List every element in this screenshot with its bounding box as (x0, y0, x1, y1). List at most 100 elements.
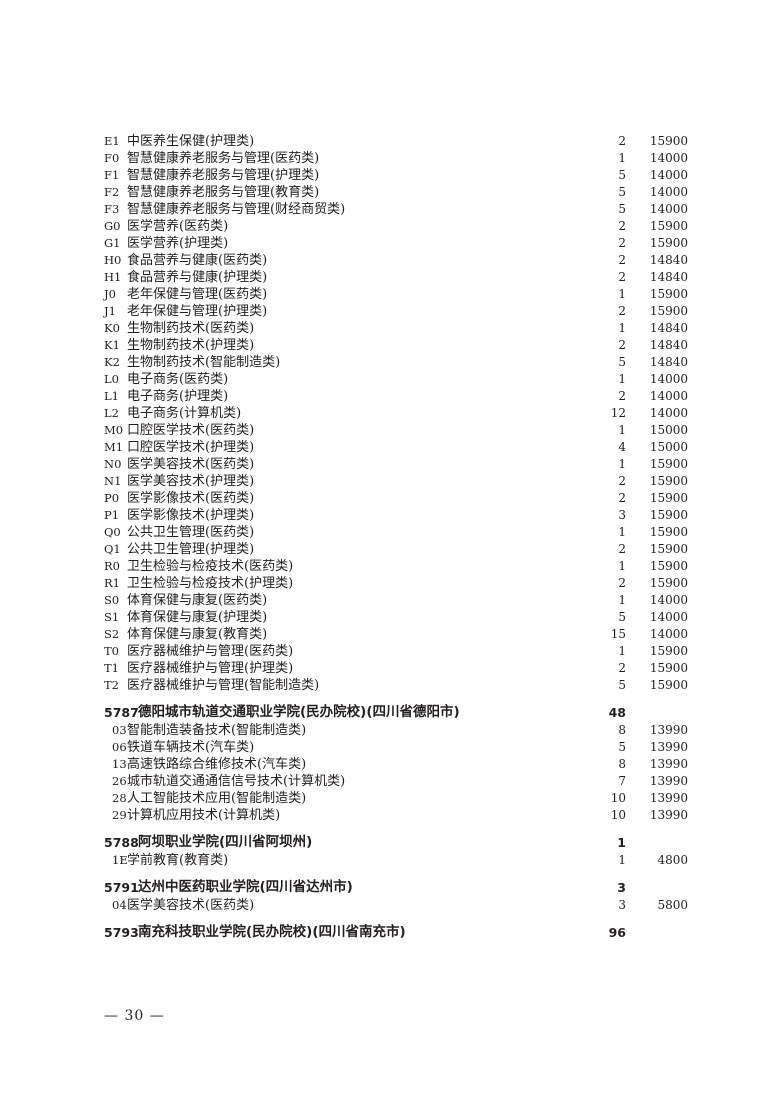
program-code: F1 (104, 168, 120, 182)
program-row: 04 医学美容技术(医药类) 3 5800 (104, 897, 688, 914)
program-row: E1 中医养生保健(护理类) 2 15900 (104, 133, 688, 150)
institution-code: 5788 (104, 835, 139, 850)
program-code: K1 (104, 338, 120, 352)
program-row: K2 生物制药技术(智能制造类) 5 14840 (104, 354, 688, 371)
program-code: 28 (112, 791, 127, 805)
program-code: 03 (112, 723, 127, 737)
program-plan-count: 2 (618, 219, 626, 233)
program-row: S0 体育保健与康复(医药类) 1 14000 (104, 592, 688, 609)
program-tuition-fee: 14840 (649, 321, 688, 335)
program-plan-count: 1 (618, 593, 626, 607)
program-name: 食品营养与健康(医药类) (127, 253, 268, 268)
program-name: 计算机应用技术(计算机类) (127, 808, 281, 823)
program-tuition-fee: 13990 (649, 757, 688, 771)
institution-name: 南充科技职业学院(民办院校)(四川省南充市) (138, 924, 406, 940)
program-tuition-fee: 14000 (649, 610, 688, 624)
program-row: L2 电子商务(计算机类) 12 14000 (104, 405, 688, 422)
program-row: 26 城市轨道交通通信信号技术(计算机类) 7 13990 (104, 773, 688, 790)
program-tuition-fee: 4800 (657, 853, 688, 867)
program-plan-count: 1 (618, 321, 626, 335)
institution-name: 阿坝职业学院(四川省阿坝州) (138, 834, 313, 850)
program-name: 口腔医学技术(护理类) (127, 440, 255, 455)
program-row: 06 铁道车辆技术(汽车类) 5 13990 (104, 739, 688, 756)
program-plan-count: 8 (618, 757, 626, 771)
program-name: 卫生检验与检疫技术(护理类) (127, 576, 294, 591)
program-tuition-fee: 15900 (649, 644, 688, 658)
program-name: 生物制药技术(智能制造类) (127, 355, 281, 370)
program-row: 28 人工智能技术应用(智能制造类) 10 13990 (104, 790, 688, 807)
program-code: 04 (112, 898, 127, 912)
program-code: Q0 (104, 525, 121, 539)
program-tuition-fee: 14840 (649, 270, 688, 284)
program-tuition-fee: 14000 (649, 151, 688, 165)
program-row: K0 生物制药技术(医药类) 1 14840 (104, 320, 688, 337)
program-name: 老年保健与管理(护理类) (127, 304, 268, 319)
program-tuition-fee: 15900 (649, 219, 688, 233)
program-name: 人工智能技术应用(智能制造类) (127, 791, 307, 806)
program-code: L1 (104, 389, 119, 403)
program-row: Q0 公共卫生管理(医药类) 1 15900 (104, 524, 688, 541)
program-name: 城市轨道交通通信信号技术(计算机类) (127, 774, 346, 789)
program-tuition-fee: 15900 (649, 508, 688, 522)
program-row: H1 食品营养与健康(护理类) 2 14840 (104, 269, 688, 286)
program-plan-count: 1 (618, 525, 626, 539)
program-name: 智慧健康养老服务与管理(财经商贸类) (127, 202, 346, 217)
program-plan-count: 2 (618, 542, 626, 556)
program-plan-count: 2 (618, 661, 626, 675)
program-plan-count: 3 (618, 898, 626, 912)
program-name: 生物制药技术(护理类) (127, 338, 255, 353)
institution-header-row: 5791 达州中医药职业学院(四川省达州市) 3 (104, 878, 688, 897)
institution-header-row: 5788 阿坝职业学院(四川省阿坝州) 1 (104, 833, 688, 852)
program-tuition-fee: 13990 (649, 791, 688, 805)
program-plan-count: 2 (618, 576, 626, 590)
program-tuition-fee: 5800 (657, 898, 688, 912)
program-code: M1 (104, 440, 124, 454)
program-code: F3 (104, 202, 120, 216)
institution-header-row: 5787 德阳城市轨道交通职业学院(民办院校)(四川省德阳市) 48 (104, 703, 688, 722)
program-tuition-fee: 15900 (649, 457, 688, 471)
program-row: S2 体育保健与康复(教育类) 15 14000 (104, 626, 688, 643)
program-code: J1 (104, 304, 116, 318)
program-name: 老年保健与管理(医药类) (127, 287, 268, 302)
program-row: Q1 公共卫生管理(护理类) 2 15900 (104, 541, 688, 558)
program-plan-count: 10 (610, 808, 626, 822)
program-name: 医学影像技术(护理类) (127, 508, 255, 523)
program-row: H0 食品营养与健康(医药类) 2 14840 (104, 252, 688, 269)
program-row: J1 老年保健与管理(护理类) 2 15900 (104, 303, 688, 320)
program-row: F2 智慧健康养老服务与管理(教育类) 5 14000 (104, 184, 688, 201)
program-tuition-fee: 15000 (649, 440, 688, 454)
institution-plan-count: 1 (617, 835, 626, 850)
program-tuition-fee: 14000 (649, 202, 688, 216)
program-plan-count: 2 (618, 236, 626, 250)
program-row: 13 高速铁路综合维修技术(汽车类) 8 13990 (104, 756, 688, 773)
program-name: 医学美容技术(医药类) (127, 457, 255, 472)
program-tuition-fee: 13990 (649, 808, 688, 822)
institution-plan-count: 48 (608, 705, 626, 720)
program-tuition-fee: 14000 (649, 389, 688, 403)
program-row: M1 口腔医学技术(护理类) 4 15000 (104, 439, 688, 456)
program-plan-count: 5 (618, 678, 626, 692)
program-name: 中医养生保健(护理类) (127, 134, 255, 149)
institution-code: 5793 (104, 925, 139, 940)
program-row: S1 体育保健与康复(护理类) 5 14000 (104, 609, 688, 626)
program-name: 智慧健康养老服务与管理(护理类) (127, 168, 320, 183)
program-tuition-fee: 15000 (649, 423, 688, 437)
program-tuition-fee: 13990 (649, 774, 688, 788)
program-row: 03 智能制造装备技术(智能制造类) 8 13990 (104, 722, 688, 739)
program-row: P1 医学影像技术(护理类) 3 15900 (104, 507, 688, 524)
program-code: 13 (112, 757, 127, 771)
program-name: 智能制造装备技术(智能制造类) (127, 723, 307, 738)
program-tuition-fee: 14000 (649, 406, 688, 420)
program-name: 卫生检验与检疫技术(医药类) (127, 559, 294, 574)
program-row: N1 医学美容技术(护理类) 2 15900 (104, 473, 688, 490)
program-row: N0 医学美容技术(医药类) 1 15900 (104, 456, 688, 473)
program-name: 智慧健康养老服务与管理(医药类) (127, 151, 320, 166)
program-code: S0 (104, 593, 120, 607)
program-code: M0 (104, 423, 124, 437)
program-name: 智慧健康养老服务与管理(教育类) (127, 185, 320, 200)
program-plan-count: 2 (618, 389, 626, 403)
program-name: 电子商务(计算机类) (127, 406, 242, 421)
program-code: T2 (104, 678, 119, 692)
institution-header-row: 5793 南充科技职业学院(民办院校)(四川省南充市) 96 (104, 923, 688, 942)
